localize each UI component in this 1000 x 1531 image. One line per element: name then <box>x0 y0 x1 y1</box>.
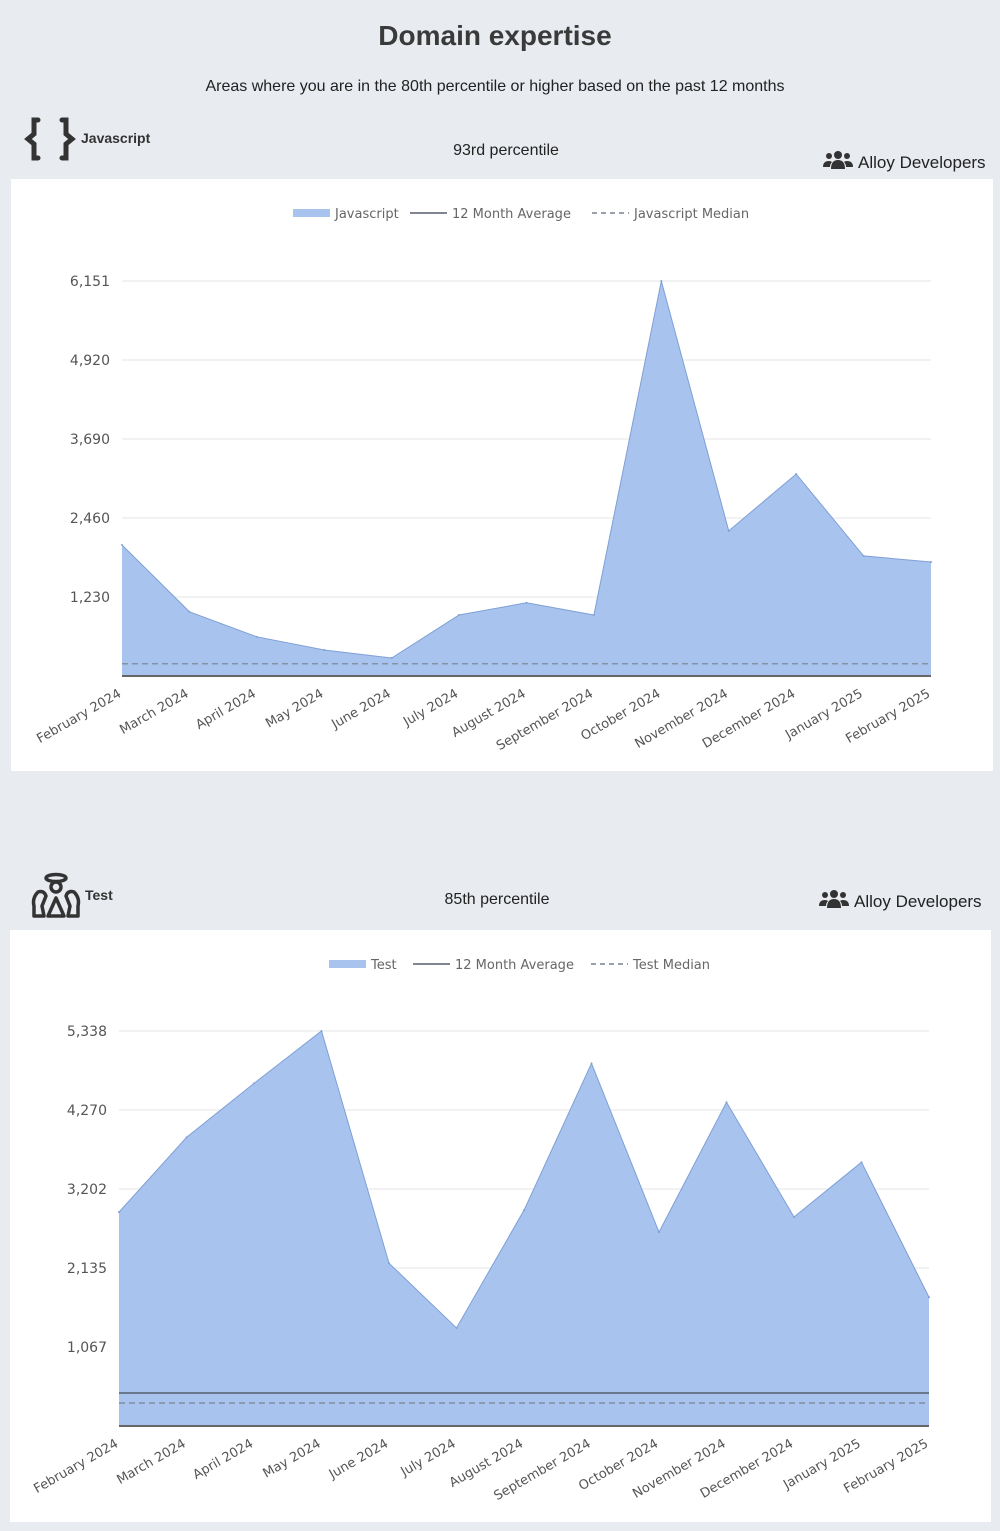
y-tick-label: 3,202 <box>67 1182 107 1198</box>
page-title: Domain expertise <box>378 20 612 51</box>
data-point <box>188 610 191 613</box>
data-point <box>185 1136 188 1139</box>
x-tick-label: March 2024 <box>117 686 191 737</box>
data-point <box>320 1030 323 1032</box>
data-point <box>523 1209 525 1212</box>
y-tick-label: 1,230 <box>70 590 110 606</box>
y-tick-label: 1,067 <box>67 1340 107 1356</box>
x-tick-label: June 2024 <box>329 686 394 732</box>
data-point <box>793 1215 795 1218</box>
y-tick-label: 4,920 <box>70 353 110 369</box>
data-point <box>323 648 326 651</box>
legend-label: Test <box>370 958 397 973</box>
y-tick-label: 2,460 <box>70 511 110 527</box>
data-point <box>592 613 595 616</box>
test-chart: Test 12 Month Average Test Median 1,067 2,13… <box>31 958 931 1504</box>
data-point <box>727 529 730 532</box>
data-point <box>658 1231 660 1234</box>
page-subtitle: Areas where you are in the 80th percenti… <box>205 78 785 95</box>
chart-card-test: Test 12 Month Average Test Median 1,067 2,13… <box>10 930 991 1522</box>
legend-swatch-area <box>293 209 330 217</box>
percentile-label: 93rd percentile <box>453 142 559 159</box>
area-series <box>119 1031 929 1426</box>
y-tick-label: 3,690 <box>70 432 110 448</box>
team-link[interactable]: Alloy Developers <box>818 889 982 914</box>
data-point <box>458 613 461 616</box>
data-point <box>388 1262 390 1265</box>
x-tick-label: July 2024 <box>398 1436 459 1480</box>
javascript-chart: Javascript 12 Month Average Javascript Med… <box>34 207 933 754</box>
users-icon <box>818 889 850 914</box>
data-point <box>390 657 393 660</box>
data-point <box>660 280 663 282</box>
x-tick-label: April 2024 <box>193 686 258 732</box>
section-name: Javascript <box>81 130 151 146</box>
y-tick-label: 2,135 <box>67 1261 107 1277</box>
legend-label: Test Median <box>632 958 710 973</box>
legend-label: 12 Month Average <box>455 958 574 973</box>
team-link[interactable]: Alloy Developers <box>822 150 986 175</box>
x-tick-label: July 2024 <box>400 686 461 730</box>
legend-swatch-area <box>329 960 366 968</box>
y-tick-label: 5,338 <box>67 1024 107 1040</box>
team-name: Alloy Developers <box>854 891 982 911</box>
x-tick-label: June 2024 <box>326 1436 391 1482</box>
data-point <box>118 1211 120 1214</box>
x-tick-label: February 2024 <box>34 686 124 746</box>
data-point <box>860 1161 863 1164</box>
chart-card-javascript: Javascript 12 Month Average Javascript Med… <box>11 179 993 771</box>
x-tick-label: May 2024 <box>263 686 326 731</box>
data-point <box>862 554 865 557</box>
x-tick-label: May 2024 <box>260 1436 323 1481</box>
data-point <box>121 543 123 546</box>
section-name: Test <box>85 887 113 903</box>
x-tick-label: February 2024 <box>31 1436 121 1496</box>
legend-label: 12 Month Average <box>452 207 571 222</box>
data-point <box>928 1296 930 1299</box>
users-icon <box>822 150 854 175</box>
legend-label: Javascript <box>334 207 399 222</box>
y-tick-label: 6,151 <box>70 274 110 290</box>
data-point <box>725 1101 728 1104</box>
team-name: Alloy Developers <box>858 152 986 172</box>
data-point <box>930 561 932 564</box>
data-point <box>253 1082 255 1085</box>
x-tick-label: March 2024 <box>114 1436 188 1487</box>
legend-label: Javascript Median <box>633 207 749 222</box>
data-point <box>525 601 528 604</box>
angel-icon <box>30 872 82 925</box>
data-point <box>455 1326 458 1329</box>
data-point <box>255 635 258 638</box>
data-point <box>795 473 798 476</box>
y-tick-label: 4,270 <box>67 1103 107 1119</box>
area-series <box>122 281 931 676</box>
percentile-label: 85th percentile <box>444 891 550 908</box>
x-tick-label: April 2024 <box>191 1436 256 1482</box>
curly-braces-icon <box>24 116 76 167</box>
data-point <box>590 1062 593 1065</box>
